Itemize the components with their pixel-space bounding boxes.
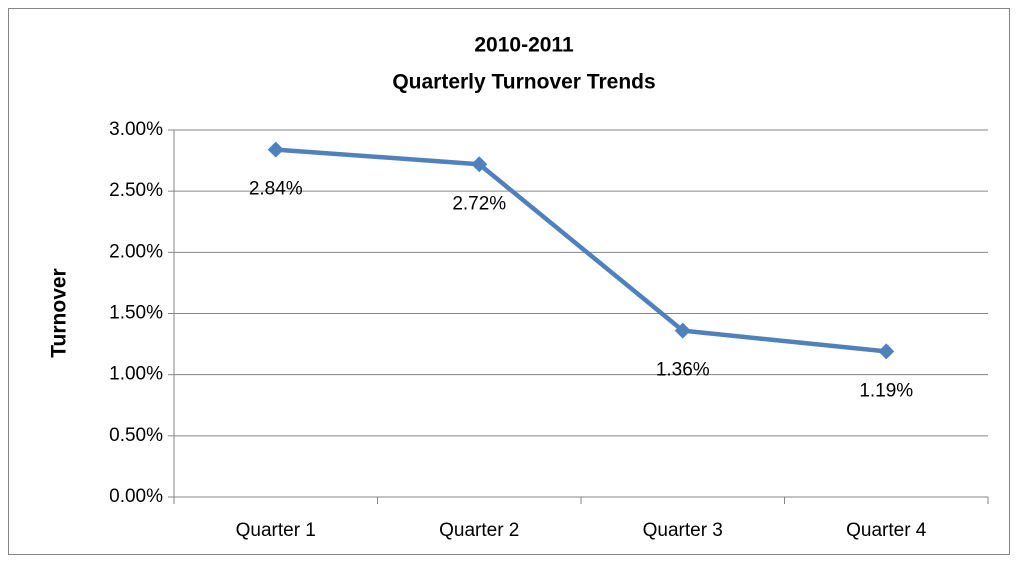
- marker: [674, 322, 691, 339]
- data-label: 2.84%: [249, 179, 303, 200]
- x-tick-label: Quarter 1: [236, 520, 316, 541]
- data-label: 1.19%: [859, 380, 913, 401]
- series-line: [275, 147, 887, 354]
- marker: [471, 156, 488, 173]
- y-tick-label: 2.00%: [109, 241, 163, 262]
- chart-title: 2010-2011: [474, 34, 574, 57]
- y-tick-label: 0.00%: [109, 486, 163, 507]
- y-tick-label: 0.50%: [109, 425, 163, 446]
- data-label: 2.72%: [452, 193, 506, 214]
- marker: [267, 141, 284, 158]
- data-label: 1.36%: [656, 360, 710, 381]
- chart-border: [8, 8, 1010, 555]
- x-tick-label: Quarter 4: [846, 520, 927, 541]
- y-tick-label: 1.50%: [109, 303, 163, 324]
- y-tick-label: 2.50%: [109, 180, 163, 201]
- x-tick-label: Quarter 2: [439, 520, 519, 541]
- chart-subtitle: Quarterly Turnover Trends: [392, 71, 655, 94]
- x-tick-label: Quarter 3: [643, 520, 723, 541]
- marker: [878, 343, 895, 360]
- y-tick-label: 1.00%: [109, 364, 163, 385]
- y-tick-label: 3.00%: [109, 119, 163, 140]
- y-axis-label: Turnover: [48, 268, 71, 357]
